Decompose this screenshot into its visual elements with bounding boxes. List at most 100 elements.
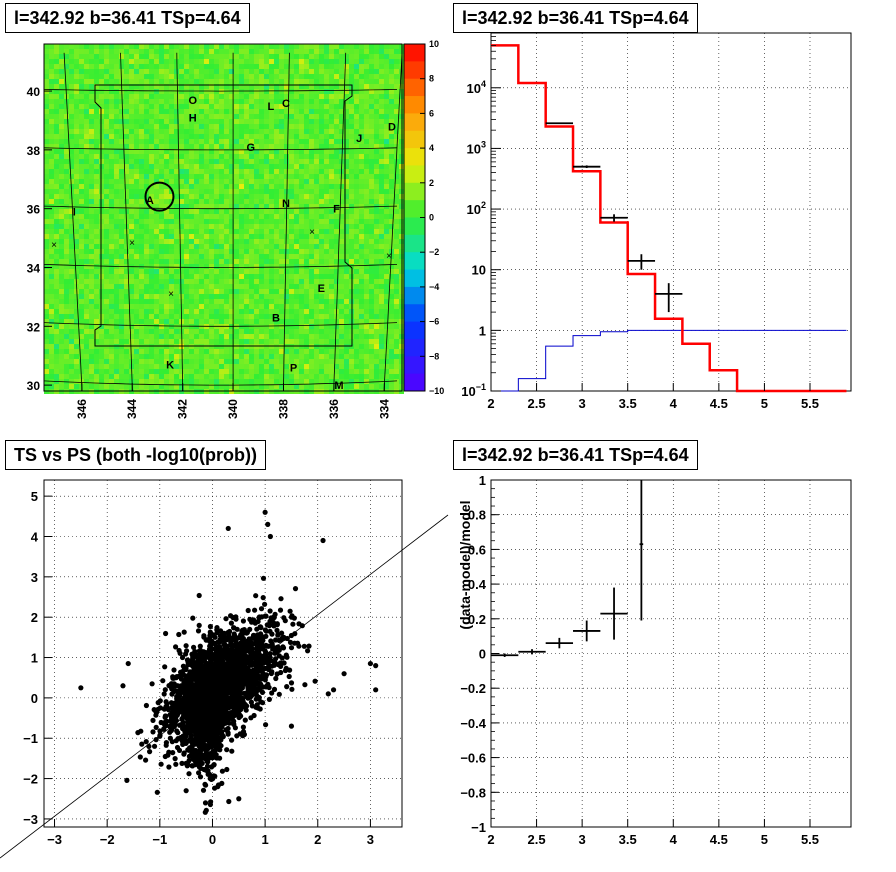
skymap-pixel (354, 334, 359, 339)
skymap-pixel (79, 144, 84, 149)
skymap-pixel (234, 199, 239, 204)
skymap-pixel (189, 214, 194, 219)
skymap-pixel (239, 199, 244, 204)
skymap-pixel (219, 99, 224, 104)
skymap-pixel (214, 369, 219, 374)
skymap-pixel (89, 189, 94, 194)
skymap-pixel (104, 149, 109, 154)
skymap-pixel (129, 94, 134, 99)
skymap-pixel (194, 194, 199, 199)
skymap-pixel (339, 354, 344, 359)
skymap-pixel (334, 259, 339, 264)
skymap-pixel (259, 144, 264, 149)
skymap-pixel (394, 194, 399, 199)
skymap-pixel (129, 159, 134, 164)
skymap-pixel (49, 64, 54, 69)
skymap-pixel (219, 134, 224, 139)
skymap-pixel (69, 99, 74, 104)
skymap-pixel (209, 109, 214, 114)
skymap-pixel (329, 349, 334, 354)
skymap-pixel (154, 369, 159, 374)
skymap-pixel (134, 219, 139, 224)
skymap-pixel (329, 134, 334, 139)
skymap-pixel (269, 189, 274, 194)
skymap-pixel (99, 374, 104, 379)
skymap-pixel (189, 259, 194, 264)
skymap-pixel (239, 194, 244, 199)
skymap-pixel (254, 289, 259, 294)
skymap-pixel (299, 349, 304, 354)
skymap-pixel (89, 349, 94, 354)
skymap-pixel (314, 294, 319, 299)
skymap-pixel (189, 279, 194, 284)
skymap-pixel (79, 109, 84, 114)
skymap-pixel (169, 219, 174, 224)
skymap-pixel (119, 189, 124, 194)
skymap-pixel (134, 84, 139, 89)
skymap-pixel (394, 199, 399, 204)
skymap-pixel (294, 54, 299, 59)
skymap-pixel (144, 104, 149, 109)
skymap-pixel (204, 64, 209, 69)
skymap-pixel (164, 269, 169, 274)
skymap-pixel (289, 309, 294, 314)
skymap-pixel (309, 174, 314, 179)
skymap-pixel (279, 49, 284, 54)
skymap-pixel (369, 214, 374, 219)
skymap-pixel (234, 49, 239, 54)
skymap-pixel (244, 239, 249, 244)
skymap-pixel (244, 349, 249, 354)
skymap-pixel (349, 139, 354, 144)
skymap-pixel (164, 114, 169, 119)
skymap-pixel (139, 74, 144, 79)
skymap-pixel (84, 284, 89, 289)
skymap-pixel (119, 314, 124, 319)
skymap-pixel (274, 184, 279, 189)
skymap-pixel (354, 299, 359, 304)
skymap-pixel (64, 244, 69, 249)
skymap-pixel (284, 134, 289, 139)
skymap-pixel (84, 54, 89, 59)
skymap-pixel (44, 154, 49, 159)
skymap-pixel (74, 299, 79, 304)
skymap-pixel (374, 359, 379, 364)
skymap-pixel (49, 319, 54, 324)
skymap-pixel (214, 239, 219, 244)
skymap-pixel (114, 284, 119, 289)
skymap-pixel (59, 209, 64, 214)
skymap-pixel (69, 149, 74, 154)
skymap-pixel (379, 304, 384, 309)
skymap-pixel (179, 139, 184, 144)
skymap-pixel (54, 274, 59, 279)
skymap-pixel (334, 179, 339, 184)
skymap-pixel (209, 249, 214, 254)
skymap-pixel (134, 199, 139, 204)
skymap-pixel (94, 224, 99, 229)
skymap-pixel (369, 109, 374, 114)
skymap-pixel (114, 64, 119, 69)
skymap-pixel (114, 109, 119, 114)
skymap-pixel (259, 269, 264, 274)
skymap-pixel (224, 164, 229, 169)
skymap-pixel (54, 244, 59, 249)
skymap-pixel (264, 349, 269, 354)
skymap-pixel (204, 134, 209, 139)
skymap-pixel (259, 324, 264, 329)
skymap-pixel (349, 59, 354, 64)
skymap-pixel (369, 84, 374, 89)
skymap-pixel (239, 204, 244, 209)
skymap-pixel (184, 44, 189, 49)
skymap-pixel (74, 264, 79, 269)
skymap-pixel (179, 114, 184, 119)
skymap-pixel (184, 289, 189, 294)
skymap-pixel (204, 294, 209, 299)
skymap-pixel (94, 114, 99, 119)
skymap-pixel (389, 59, 394, 64)
skymap-pixel (379, 264, 384, 269)
skymap-pixel (259, 334, 264, 339)
skymap-pixel (144, 204, 149, 209)
skymap-pixel (384, 244, 389, 249)
skymap-pixel (224, 254, 229, 259)
skymap-pixel (174, 79, 179, 84)
skymap-pixel (299, 194, 304, 199)
